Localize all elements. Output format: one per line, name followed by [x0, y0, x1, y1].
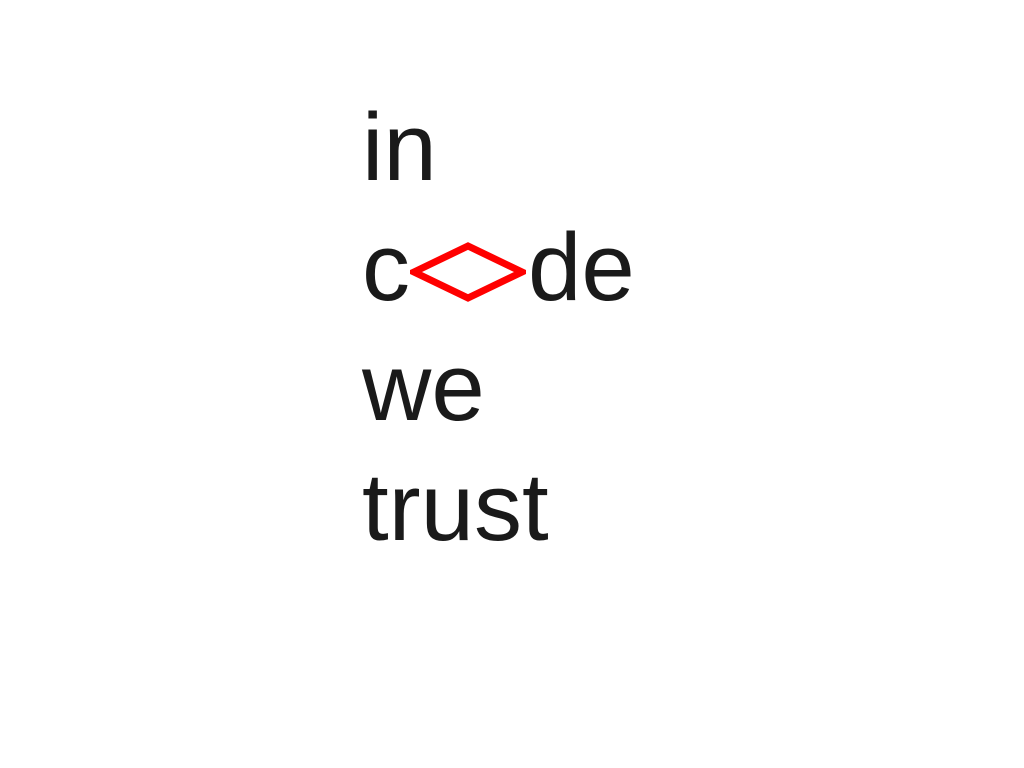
code-suffix: de	[528, 214, 635, 321]
line-code: c de	[362, 220, 635, 316]
line-in: in	[362, 94, 437, 201]
line-we: we	[362, 334, 485, 441]
line-trust: trust	[362, 454, 549, 561]
code-prefix: c	[362, 214, 410, 321]
diamond-icon	[410, 242, 526, 302]
